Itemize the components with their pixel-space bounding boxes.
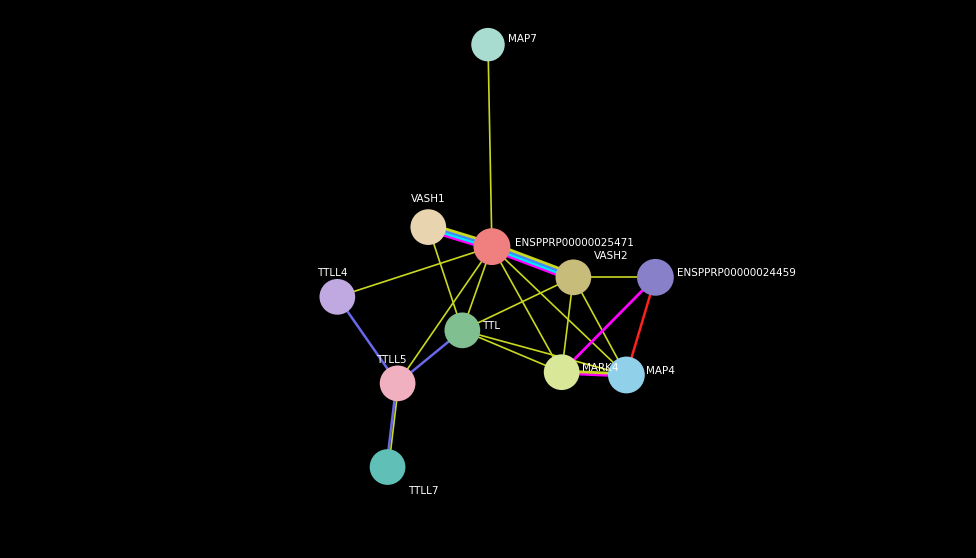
Circle shape bbox=[370, 449, 405, 485]
Circle shape bbox=[544, 354, 580, 390]
Text: MAP4: MAP4 bbox=[646, 366, 675, 376]
Text: MARK4: MARK4 bbox=[582, 363, 618, 373]
Circle shape bbox=[444, 312, 480, 348]
Text: TTLL5: TTLL5 bbox=[377, 355, 407, 365]
Text: ENSPPRP00000024459: ENSPPRP00000024459 bbox=[676, 268, 795, 278]
Circle shape bbox=[608, 357, 645, 393]
Circle shape bbox=[555, 259, 591, 295]
Circle shape bbox=[319, 279, 355, 315]
Text: ENSPPRP00000025471: ENSPPRP00000025471 bbox=[514, 238, 633, 248]
Circle shape bbox=[380, 365, 416, 401]
Text: VASH2: VASH2 bbox=[594, 251, 629, 261]
Text: TTLL4: TTLL4 bbox=[316, 268, 347, 278]
Circle shape bbox=[471, 28, 505, 61]
Circle shape bbox=[473, 228, 510, 265]
Text: MAP7: MAP7 bbox=[508, 34, 537, 44]
Circle shape bbox=[411, 209, 446, 245]
Circle shape bbox=[637, 259, 673, 296]
Text: TTLL7: TTLL7 bbox=[408, 486, 438, 496]
Text: TTL: TTL bbox=[482, 321, 501, 331]
Text: VASH1: VASH1 bbox=[411, 194, 446, 204]
